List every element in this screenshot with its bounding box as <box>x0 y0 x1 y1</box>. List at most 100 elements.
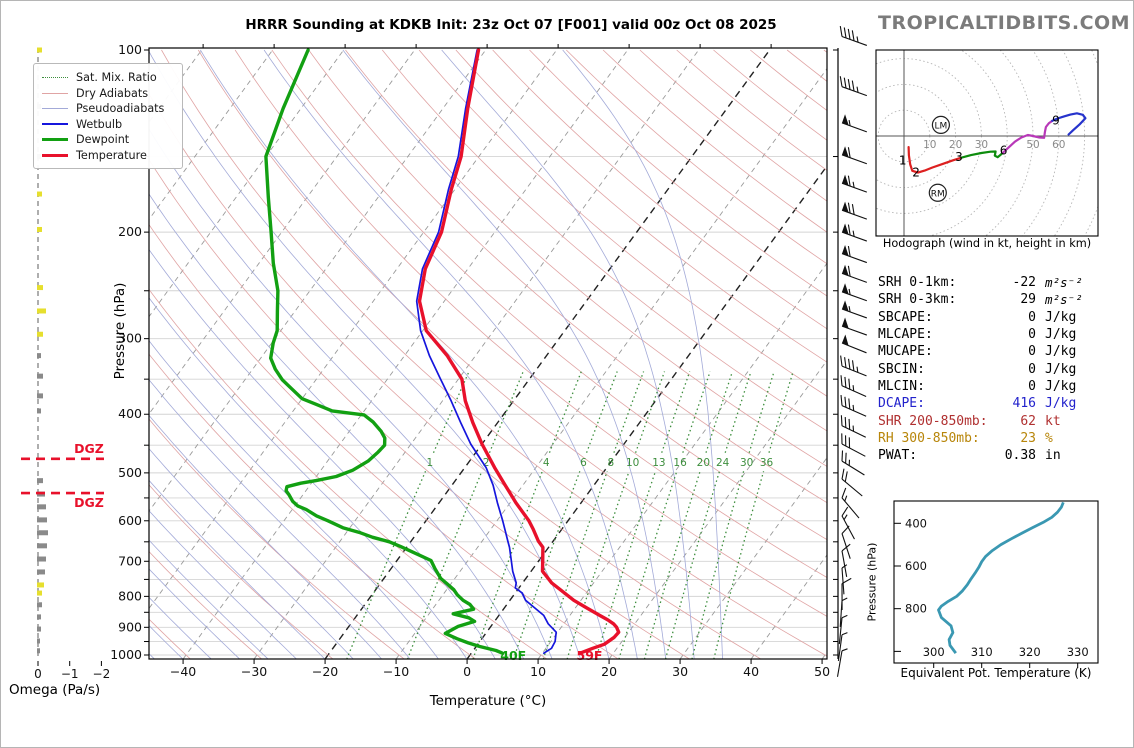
svg-text:−40: −40 <box>170 664 196 679</box>
stat-unit: J/kg <box>1045 361 1077 377</box>
stat-label: SRH 0-3km: <box>878 292 957 308</box>
svg-text:20: 20 <box>949 139 962 151</box>
dgz-label: DGZ <box>74 495 104 510</box>
svg-text:−10: −10 <box>383 664 409 679</box>
stat-unit: m²s⁻² <box>1045 275 1083 290</box>
wind-barb <box>841 334 867 354</box>
wind-barb <box>841 433 866 457</box>
wind-barb <box>841 487 860 519</box>
stat-unit: kt <box>1045 413 1061 429</box>
stat-label: MUCAPE: <box>878 344 933 360</box>
temperature-trace <box>417 48 621 655</box>
wind-barb <box>841 114 868 133</box>
wind-barb <box>840 355 867 377</box>
legend-label: Dewpoint <box>76 133 130 147</box>
stat-label: SRH 0-1km: <box>878 275 957 290</box>
dry-adiabat-line-icon <box>42 92 68 94</box>
svg-text:60: 60 <box>1052 139 1065 151</box>
stat-label: SHR 200-850mb: <box>878 413 988 429</box>
stat-unit: J/kg <box>1045 344 1077 360</box>
svg-text:800: 800 <box>118 588 142 603</box>
stat-label: RH 300-850mb: <box>878 431 980 447</box>
hodograph-marker-LM: LM <box>935 121 948 131</box>
svg-text:−30: −30 <box>241 664 267 679</box>
stat-row-dcape: DCAPE: 416 J/kg <box>878 395 1108 412</box>
svg-text:400: 400 <box>905 516 927 530</box>
legend-item-temperature: Temperature <box>42 148 174 164</box>
svg-text:10: 10 <box>626 457 639 469</box>
svg-text:2: 2 <box>912 166 920 180</box>
svg-text:50: 50 <box>814 664 830 679</box>
hodograph-marker-RM: RM <box>931 189 945 199</box>
svg-text:310: 310 <box>971 645 993 659</box>
svg-text:8: 8 <box>608 457 615 469</box>
svg-text:600: 600 <box>118 513 142 528</box>
svg-text:100: 100 <box>118 42 142 57</box>
stat-row-sbcin: SBCIN: 0 J/kg <box>878 361 1108 378</box>
stat-unit: in <box>1045 448 1061 464</box>
svg-text:3: 3 <box>955 150 963 164</box>
wind-barb <box>839 597 848 627</box>
stat-row-rh: RH 300-850mb: 23% <box>878 430 1108 447</box>
svg-text:400: 400 <box>118 406 142 421</box>
legend-label: Dry Adiabats <box>76 86 149 100</box>
svg-text:36: 36 <box>760 457 774 469</box>
wind-barb <box>838 614 848 645</box>
stat-label: SBCAPE: <box>878 309 933 325</box>
stat-row-srh-0-1km: SRH 0-1km: -22 m²s⁻² <box>878 274 1108 291</box>
svg-text:300: 300 <box>923 645 945 659</box>
dgz-label: DGZ <box>74 441 104 456</box>
stat-row-pwat: PWAT: 0.38 in <box>878 447 1108 464</box>
svg-text:900: 900 <box>118 619 142 634</box>
stat-row-mlcape: MLCAPE: 0 J/kg <box>878 326 1108 343</box>
wind-barb <box>841 201 868 220</box>
svg-text:20: 20 <box>697 457 710 469</box>
dewpoint-trace <box>264 48 505 655</box>
svg-text:24: 24 <box>716 457 730 469</box>
tropicaltidbits-watermark: TROPICALTIDBITS.COM <box>878 12 1131 34</box>
wind-barb <box>841 543 851 577</box>
legend-label: Wetbulb <box>76 117 123 131</box>
legend-label: Pseudoadiabats <box>76 102 165 116</box>
wetbulb-trace <box>415 49 558 655</box>
svg-text:−2: −2 <box>93 667 111 681</box>
wind-barb <box>840 394 867 417</box>
svg-text:1: 1 <box>427 457 434 469</box>
legend-item-dewpoint: Dewpoint <box>42 132 174 148</box>
svg-text:700: 700 <box>118 553 142 568</box>
legend-label: Temperature <box>76 148 147 162</box>
wind-barb <box>839 25 868 46</box>
wind-barb <box>841 223 868 242</box>
wind-barb <box>841 450 865 476</box>
wind-barb <box>841 317 868 336</box>
stat-value: 0.38 <box>1004 448 1036 464</box>
legend-item-pseudoadiabats: Pseudoadiabats <box>42 101 174 117</box>
svg-text:2: 2 <box>483 457 490 469</box>
wind-barb <box>841 300 868 319</box>
svg-text:10: 10 <box>530 664 546 679</box>
stats-panel: SRH 0-1km: -22 m²s⁻² SRH 0-3km: 29 m²s⁻² SBC… <box>878 274 1108 465</box>
thetae-panel: 400 600 800 300 310 320 330 <box>893 500 1099 668</box>
wind-barb <box>841 264 868 283</box>
stat-row-mucape: MUCAPE: 0 J/kg <box>878 343 1108 360</box>
stat-unit: J/kg <box>1045 309 1077 325</box>
thetae-x-axis-label: Equivalent Pot. Temperature (K) <box>900 666 1092 680</box>
temperature-axis-label: Temperature (°C) <box>429 693 547 709</box>
legend-label: Sat. Mix. Ratio <box>76 71 157 85</box>
temperature-line-icon <box>42 153 68 157</box>
legend-item-sat-mix-ratio: Sat. Mix. Ratio <box>42 70 174 86</box>
stat-value: 0 <box>1028 309 1036 325</box>
stat-unit: J/kg <box>1045 379 1077 395</box>
svg-text:0: 0 <box>34 667 42 681</box>
omega-axis-label: Omega (Pa/s) <box>9 682 101 698</box>
stat-value: 0 <box>1028 361 1036 377</box>
svg-text:600: 600 <box>905 559 927 573</box>
stat-label: SBCIN: <box>878 361 925 377</box>
wetbulb-line-icon <box>42 123 68 126</box>
svg-text:330: 330 <box>1067 645 1089 659</box>
svg-text:6: 6 <box>1000 143 1008 157</box>
skewt-background: 1 2 4 6 8 10 13 16 20 24 30 36 <box>149 48 827 659</box>
svg-text:13: 13 <box>652 457 665 469</box>
hodograph: 10 20 30 50 60 LM RM 12 3 6 9 <box>876 50 1098 236</box>
